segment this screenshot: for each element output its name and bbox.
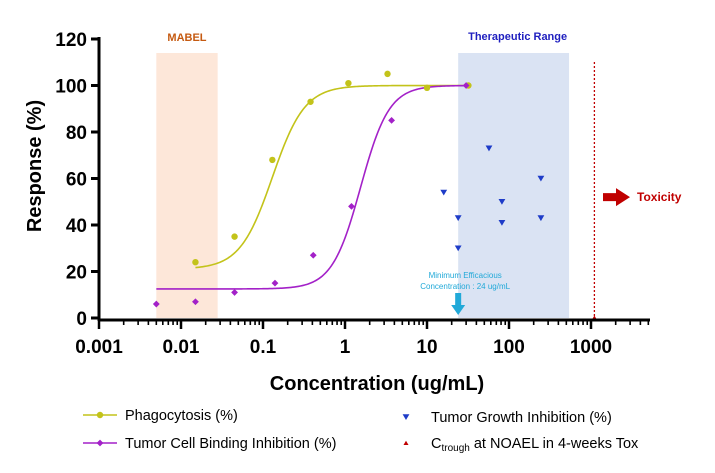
- y-axis-title: Response (%): [24, 100, 46, 232]
- data-point-series-3: [498, 199, 506, 205]
- fitted-curves: [156, 84, 469, 290]
- toxicity-label: Toxicity: [637, 190, 682, 204]
- toxicity-annotation: Toxicity: [603, 188, 682, 207]
- x-tick-label: 100: [493, 337, 525, 358]
- data-point-series-1: [231, 233, 238, 240]
- x-tick-label: 1: [340, 337, 351, 358]
- data-point-series-1: [345, 79, 352, 87]
- data-point-series-3: [485, 145, 493, 152]
- data-point-series-2: [192, 298, 199, 306]
- legend-label: Phagocytosis (%): [125, 408, 238, 424]
- legend: Phagocytosis (%) Tumor Growth Inhibition …: [83, 408, 639, 454]
- data-point-series-2: [348, 203, 355, 210]
- data-point-series-2: [271, 279, 279, 287]
- mabel-label: MABEL: [167, 32, 206, 44]
- y-tick-label: 100: [55, 77, 87, 98]
- y-tick-label: 40: [66, 216, 87, 237]
- data-point-series-3: [440, 189, 448, 196]
- data-point-series-1: [307, 98, 314, 105]
- y-tick-label: 20: [66, 263, 87, 284]
- legend-label: Tumor Cell Binding Inhibition (%): [125, 436, 336, 452]
- fit-curve-series-2: [156, 84, 467, 290]
- legend-label: Ctrough at NOAEL in 4-weeks Tox: [431, 436, 639, 454]
- toxicity-arrow-icon: [603, 188, 630, 207]
- mec-label-line2: Concentration : 24 ug/mL: [420, 282, 510, 291]
- x-axis-title: Concentration (ug/mL): [270, 373, 484, 395]
- y-tick-label: 60: [66, 170, 87, 191]
- legend-label-subscript: trough: [441, 443, 469, 454]
- mec-annotation: Minimum Efficacious Concentration : 24 u…: [420, 271, 511, 315]
- data-point-series-3: [454, 215, 462, 222]
- y-tick-label: 80: [66, 123, 87, 144]
- legend-swatch-marker: [403, 440, 409, 446]
- y-tick-label: 0: [76, 309, 87, 330]
- x-tick-label: 0.01: [163, 337, 200, 358]
- x-axis-ticks: 0.001 0.01 0.1 1 10 100 1000: [75, 320, 650, 358]
- y-tick-label: 120: [55, 30, 87, 51]
- data-point-series-3: [454, 245, 462, 252]
- data-point-series-1: [192, 259, 199, 266]
- data-point-series-1: [384, 70, 391, 78]
- y-axis-ticks: 0 20 40 60 80 100 120: [55, 30, 99, 330]
- x-tick-label: 0.001: [75, 337, 123, 358]
- axes: 0 20 40 60 80 100 120 0.001 0.01 0.1 1 10 100 1000: [55, 30, 650, 358]
- x-tick-label: 10: [416, 337, 437, 358]
- legend-label-suffix: at NOAEL in 4-weeks Tox: [470, 436, 639, 452]
- data-point-series-3: [498, 219, 506, 226]
- x-tick-label: 1000: [570, 337, 612, 358]
- data-point-series-3: [537, 175, 545, 182]
- legend-swatch-marker: [96, 411, 104, 419]
- data-point-series-1: [423, 84, 431, 92]
- data-point-series-1: [269, 156, 276, 164]
- legend-label-prefix: C: [431, 436, 441, 452]
- data-point-series-2: [152, 300, 160, 308]
- legend-swatch-marker: [402, 414, 410, 421]
- legend-label: Tumor Growth Inhibition (%): [431, 410, 612, 426]
- data-point-series-2: [231, 289, 238, 296]
- data-point-series-3: [537, 215, 545, 222]
- data-point-series-2: [388, 116, 395, 124]
- data-point-series-2: [309, 251, 317, 259]
- down-arrow-icon: [451, 293, 466, 315]
- x-tick-label: 0.1: [250, 337, 277, 358]
- shaded-regions: [156, 53, 570, 318]
- therapeutic-range-region: [458, 53, 570, 318]
- mec-label-line1: Minimum Efficacious: [429, 271, 502, 280]
- fit-curve-series-1: [195, 84, 469, 269]
- legend-swatch-marker: [96, 439, 104, 447]
- therapeutic-range-label: Therapeutic Range: [468, 31, 567, 43]
- mabel-region: [156, 53, 218, 318]
- data-point-series-2: [462, 82, 470, 89]
